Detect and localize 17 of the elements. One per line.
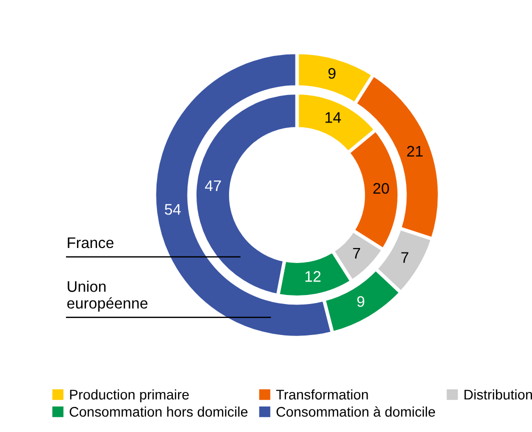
legend-label: Transformation: [276, 389, 368, 400]
data-label: 14: [326, 112, 341, 123]
data-label: 47: [204, 180, 221, 192]
legend-label: Distribution: [464, 389, 532, 400]
legend-label: Production primaire: [70, 389, 189, 402]
legend-label: Consommation à domicile: [276, 406, 436, 417]
data-label: 54: [164, 204, 181, 215]
data-label: 9: [357, 296, 364, 307]
data-label: 20: [373, 182, 389, 194]
data-label: 9: [328, 68, 336, 79]
slice-label: France: [68, 237, 114, 248]
legend-label: Consommation hors domicile: [70, 406, 248, 417]
data-label: 12: [305, 271, 321, 282]
data-label: 7: [401, 252, 408, 263]
slice-label: Union européenne: [67, 280, 148, 312]
data-label: 7: [353, 248, 360, 259]
data-label: 21: [407, 146, 423, 157]
